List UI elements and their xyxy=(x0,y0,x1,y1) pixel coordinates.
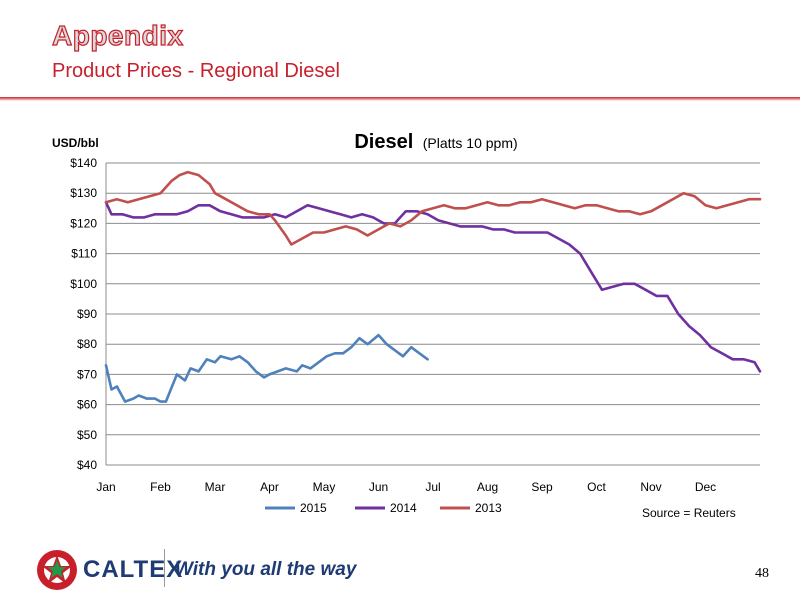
chart-title-main: Diesel xyxy=(354,131,413,153)
y-tick-label: $110 xyxy=(71,247,97,261)
source-note: Source = Reuters xyxy=(642,506,736,520)
footer-divider xyxy=(164,549,165,587)
page-number: 48 xyxy=(755,566,769,581)
legend: 2015 2014 2013 xyxy=(265,501,502,515)
y-tick-label: $70 xyxy=(77,367,97,381)
y-tick-label: $100 xyxy=(70,277,97,291)
title-rule xyxy=(0,97,800,101)
series-line-2013 xyxy=(104,170,762,246)
y-tick-label: $50 xyxy=(77,428,97,442)
chart-title: Diesel (Platts 10 ppm) xyxy=(354,131,517,153)
y-tick-label: $40 xyxy=(77,458,97,472)
grid-lines xyxy=(105,162,760,466)
series-lines xyxy=(104,170,762,403)
y-axis-label: USD/bbl xyxy=(52,136,99,150)
x-tick-label: Aug xyxy=(477,480,498,494)
x-tick-label: Jul xyxy=(425,480,440,494)
y-tick-label: $140 xyxy=(70,156,97,170)
legend-label-2014: 2014 xyxy=(390,501,417,515)
x-tick-label: Apr xyxy=(260,480,279,494)
x-tick-label: May xyxy=(313,480,336,494)
y-tick-label: $130 xyxy=(70,186,97,200)
slide-title: Appendix xyxy=(51,19,184,51)
legend-label-2013: 2013 xyxy=(475,501,502,515)
x-tick-label: Jun xyxy=(369,480,388,494)
y-tick-label: $120 xyxy=(70,216,97,230)
x-tick-label: Sep xyxy=(531,480,553,494)
x-tick-label: Dec xyxy=(695,480,716,494)
y-axis-ticks: $40 $50 $60 $70 $80 $90 $100 $110 $120 $130 $140 xyxy=(70,156,97,472)
x-tick-label: Mar xyxy=(205,480,226,494)
x-tick-label: Jan xyxy=(96,480,115,494)
x-tick-label: Oct xyxy=(587,480,606,494)
chart-title-note: (Platts 10 ppm) xyxy=(423,135,518,151)
series-line-2014 xyxy=(104,201,762,373)
x-tick-label: Nov xyxy=(640,480,661,494)
caltex-star-logo xyxy=(37,550,77,590)
diesel-price-chart: USD/bbl Diesel (Platts 10 ppm) $40 $50 $60… xyxy=(52,131,762,520)
series-line-2015 xyxy=(104,333,429,403)
brand-tagline: With you all the way xyxy=(175,559,357,580)
y-tick-label: $80 xyxy=(77,337,97,351)
y-tick-label: $60 xyxy=(77,398,97,412)
legend-label-2015: 2015 xyxy=(300,501,327,515)
brand-name: CALTEX xyxy=(83,556,184,583)
y-tick-label: $90 xyxy=(77,307,97,321)
slide-subtitle: Product Prices - Regional Diesel xyxy=(52,60,340,82)
x-axis-ticks: Jan Feb Mar Apr May Jun Jul Aug Sep Oct Nov Dec xyxy=(96,480,716,494)
x-tick-label: Feb xyxy=(150,480,171,494)
